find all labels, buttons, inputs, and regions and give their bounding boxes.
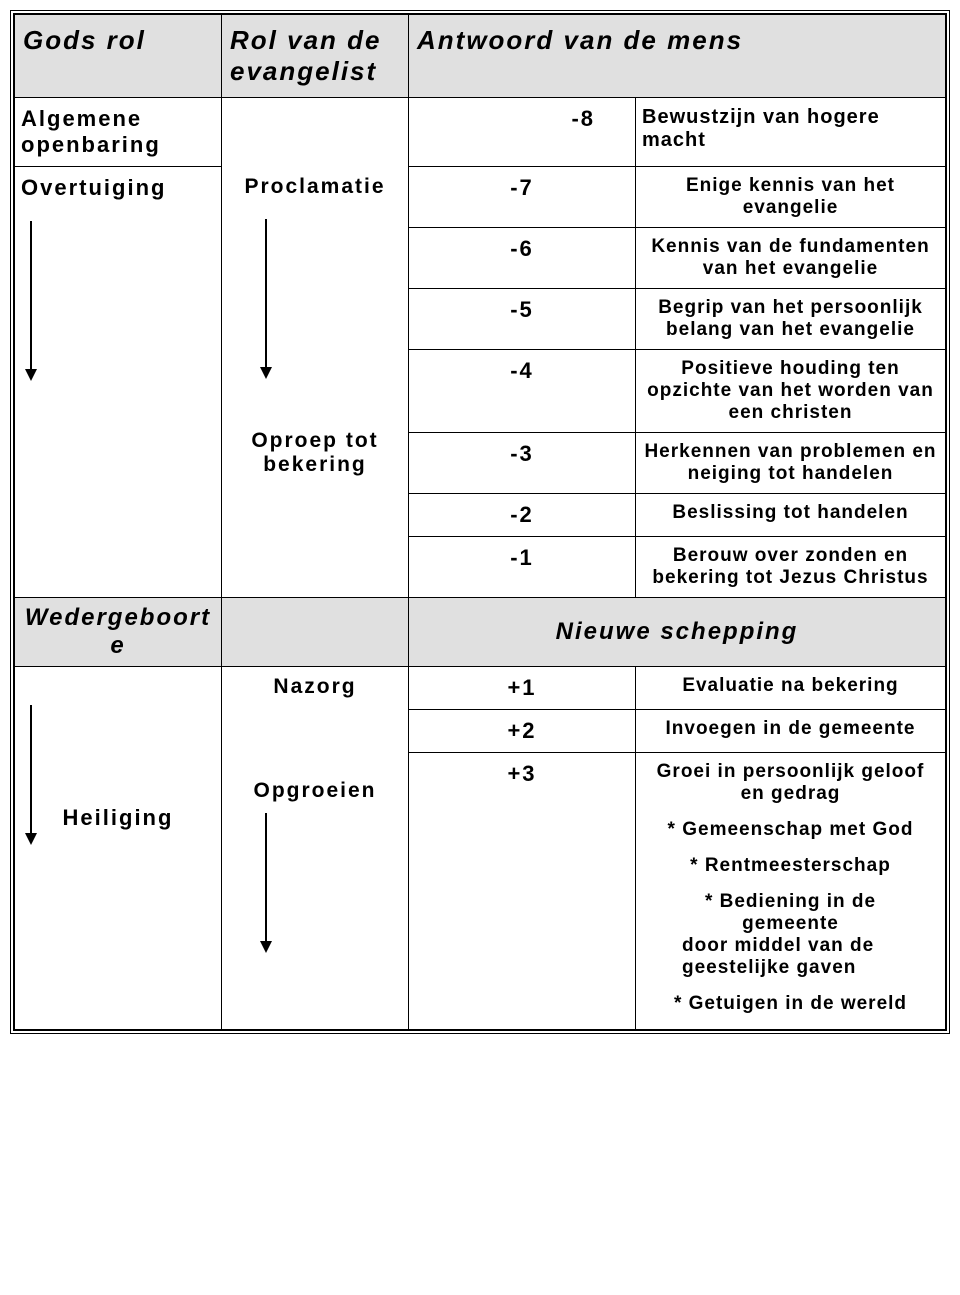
num-m6: -6 [409, 228, 636, 289]
desc-m3: Herkennen van problemen en neiging tot h… [636, 433, 946, 494]
num-p1: +1 [409, 667, 636, 710]
desc-m4: Positieve houding ten opzichte van het w… [636, 350, 946, 433]
num-m1: -1 [409, 537, 636, 598]
desc-m8: Bewustzijn van hogere macht [636, 98, 946, 167]
label-opgroeien: Opgroeien [228, 779, 402, 803]
header-antwoord: Antwoord van de mens [409, 15, 946, 98]
desc-p3-title: Groei in persoonlijk geloof en gedrag [642, 761, 939, 805]
desc-p3-c1: * Bediening in de gemeente [642, 891, 939, 935]
cell-grey-empty [222, 598, 409, 667]
desc-p3-c2: door middel van de geestelijke gaven [642, 935, 939, 979]
num-m5: -5 [409, 289, 636, 350]
row-wedergeboorte: Wedergeboort e Nieuwe schepping [15, 598, 946, 667]
desc-p3-a: * Gemeenschap met God [642, 819, 939, 841]
desc-p1: Evaluatie na bekering [636, 667, 946, 710]
row-minus8: Algemene openbaring -8 Bewustzijn van ho… [15, 98, 946, 167]
desc-p3-b: * Rentmeesterschap [642, 855, 939, 877]
wedergeboorte-line2: e [110, 632, 125, 659]
arrow-down-icon [23, 221, 43, 381]
header-gods-rol: Gods rol [15, 15, 222, 98]
desc-p3: Groei in persoonlijk geloof en gedrag * … [636, 753, 946, 1030]
engel-scale-table: Gods rol Rol van de evangelist Antwoord … [10, 10, 950, 1034]
label-nieuwe-schepping: Nieuwe schepping [409, 598, 946, 667]
desc-p2: Invoegen in de gemeente [636, 710, 946, 753]
label-heiliging: Heiliging [21, 805, 215, 831]
label-oproep: Oproep tot bekering [228, 429, 402, 477]
header-rol-evangelist: Rol van de evangelist [222, 15, 409, 98]
cell-proclamatie: Proclamatie Oproep tot bekering [222, 167, 409, 598]
cell-evang-empty-1 [222, 98, 409, 167]
header-row: Gods rol Rol van de evangelist Antwoord … [15, 15, 946, 98]
label-proclamatie: Proclamatie [228, 175, 402, 199]
arrow-down-icon [258, 813, 278, 953]
label-nazorg: Nazorg [228, 675, 402, 699]
num-p3: +3 [409, 753, 636, 1030]
label-algemene-openbaring: Algemene openbaring [15, 98, 222, 167]
row-minus7: Overtuiging Proclamatie Oproep tot beker… [15, 167, 946, 228]
cell-heiliging: Heiliging [15, 667, 222, 1030]
num-m8: -8 [409, 98, 636, 167]
num-m7: -7 [409, 167, 636, 228]
row-plus1: Heiliging Nazorg Opgroeien +1 Evaluatie … [15, 667, 946, 710]
desc-p3-d: * Getuigen in de wereld [642, 993, 939, 1015]
num-p2: +2 [409, 710, 636, 753]
label-wedergeboorte: Wedergeboort e [15, 598, 222, 667]
num-m4: -4 [409, 350, 636, 433]
desc-m2: Beslissing tot handelen [636, 494, 946, 537]
label-overtuiging: Overtuiging [21, 175, 215, 201]
wedergeboorte-line1: Wedergeboort [25, 604, 211, 631]
arrow-down-icon [258, 219, 278, 379]
desc-m6: Kennis van de fundamenten van het evange… [636, 228, 946, 289]
cell-overtuiging: Overtuiging [15, 167, 222, 598]
cell-nazorg-opgroeien: Nazorg Opgroeien [222, 667, 409, 1030]
num-m3: -3 [409, 433, 636, 494]
num-m2: -2 [409, 494, 636, 537]
desc-m7: Enige kennis van het evangelie [636, 167, 946, 228]
desc-m1: Berouw over zonden en bekering tot Jezus… [636, 537, 946, 598]
main-table: Gods rol Rol van de evangelist Antwoord … [14, 14, 946, 1030]
desc-m5: Begrip van het persoonlijk belang van he… [636, 289, 946, 350]
